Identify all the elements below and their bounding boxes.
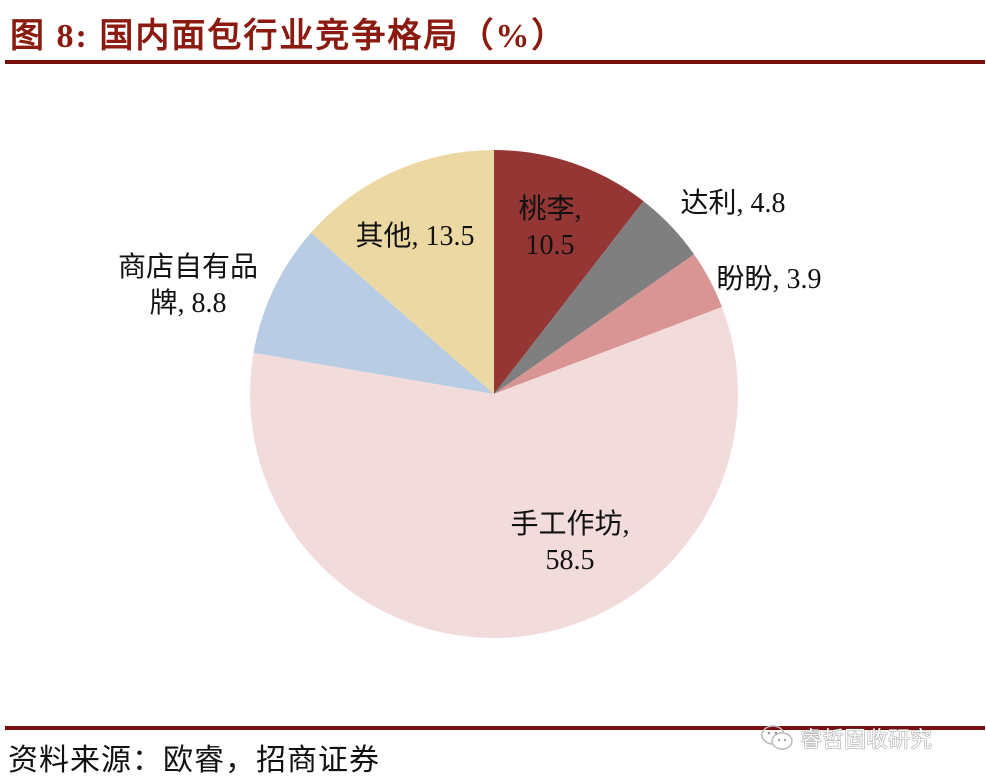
data-label-达利: 达利, 4.8 xyxy=(680,187,785,219)
watermark: 睿哲固收研究 xyxy=(760,722,932,754)
pie-slice-达利 xyxy=(494,201,695,394)
pie-slice-手工作坊 xyxy=(249,307,738,638)
footer-divider xyxy=(5,726,985,730)
data-label-商店自有品牌: 商店自有品牌, 8.8 xyxy=(118,251,258,319)
chart-title: 图 8: 国内面包行业竞争格局（%） xyxy=(10,18,568,55)
pie-slice-商店自有品牌 xyxy=(253,232,494,394)
pie-slices xyxy=(249,150,738,638)
data-label-其他: 其他, 13.5 xyxy=(355,220,474,252)
pie-slice-桃李 xyxy=(494,150,644,394)
data-label-手工作坊: 手工作坊, 58.5 xyxy=(510,508,629,576)
title-divider xyxy=(5,60,985,64)
watermark-text: 睿哲固收研究 xyxy=(800,728,933,753)
wechat-icon xyxy=(761,725,793,750)
source-note: 资料来源：欧睿，招商证券 xyxy=(8,744,380,777)
pie-labels: 桃李, 10.5 达利, 4.8 盼盼, 3.9 手工作坊, 58.5 商店自有品牌, 8.… xyxy=(118,187,822,576)
pie-slice-盼盼 xyxy=(494,254,722,394)
data-label-盼盼: 盼盼, 3.9 xyxy=(716,264,821,295)
pie-slice-其他 xyxy=(310,150,494,394)
data-label-桃李: 桃李, 10.5 xyxy=(518,193,581,261)
